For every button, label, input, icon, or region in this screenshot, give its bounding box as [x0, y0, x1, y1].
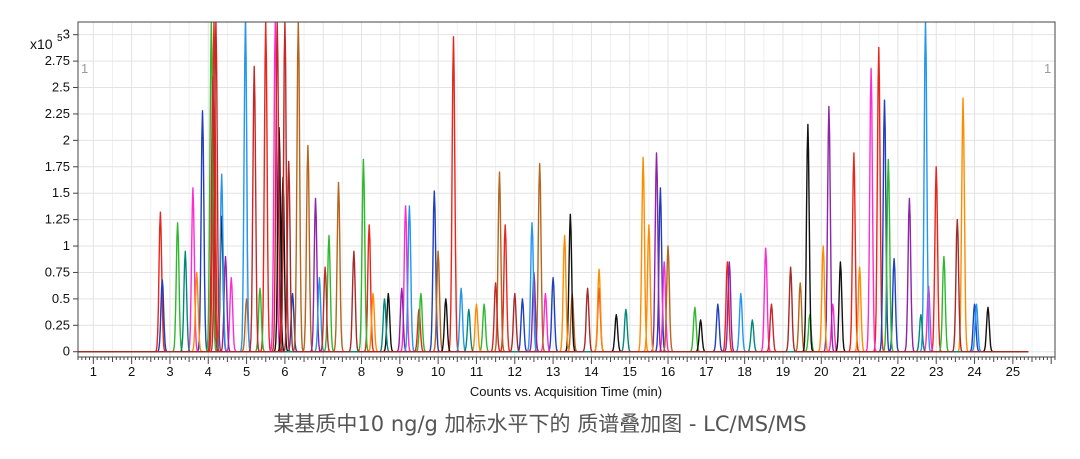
y-tick-label: 1 — [63, 238, 70, 253]
x-tick-label: 16 — [661, 364, 675, 379]
x-tick-label: 11 — [470, 364, 484, 379]
x-tick-label: 13 — [546, 364, 560, 379]
x-tick-label: 1 — [90, 364, 97, 379]
y-scale-label: x10 — [30, 36, 53, 52]
y-tick-label: 3 — [63, 27, 70, 42]
y-tick-label: 0.25 — [45, 317, 70, 332]
y-scale-exponent: 5 — [57, 33, 63, 44]
x-tick-label: 10 — [431, 364, 445, 379]
y-tick-label: 0 — [63, 344, 70, 359]
plot-frame — [77, 21, 1056, 358]
x-tick-label: 2 — [128, 364, 135, 379]
x-tick-label: 7 — [320, 364, 327, 379]
x-tick-label: 4 — [205, 364, 212, 379]
x-tick-label: 12 — [508, 364, 522, 379]
y-tick-label: 1.5 — [52, 185, 70, 200]
y-tick-label: 0.5 — [52, 291, 70, 306]
x-tick-label: 6 — [281, 364, 288, 379]
peak-series — [78, 22, 1029, 353]
y-tick-label: 0.75 — [45, 264, 70, 279]
y-tick-label: 2.5 — [52, 80, 70, 95]
y-tick-label: 2.25 — [45, 106, 70, 121]
x-tick-label: 3 — [166, 364, 173, 379]
x-tick-label: 9 — [396, 364, 403, 379]
y-tick-label: 1.75 — [45, 159, 70, 174]
x-axis-title: Counts vs. Acquisition Time (min) — [470, 384, 662, 399]
y-tick-label: 1.25 — [45, 212, 70, 227]
x-tick-label: 24 — [967, 364, 981, 379]
x-axis: 1 2 3 4 5 6 7 8 9 10 11 12 13 14 15 16 17 18 19 20 21 22 23 24 2… — [77, 357, 1056, 379]
y-tick-label: 2.75 — [45, 53, 70, 68]
x-tick-label: 21 — [852, 364, 866, 379]
y-axis: 0 0.25 0.5 0.75 1 1.25 1.5 1.75 2 2.25 2.5 2.75 3 — [45, 27, 78, 359]
peak-series — [78, 123, 1029, 353]
x-tick-label: 18 — [737, 364, 751, 379]
x-tick-label: 25 — [1006, 364, 1020, 379]
peak-series — [78, 99, 1029, 353]
peak-series — [78, 160, 1029, 353]
x-tick-label: 5 — [243, 364, 250, 379]
x-tick-label: 17 — [699, 364, 713, 379]
corner-mark-right: 1 — [1044, 61, 1051, 76]
x-tick-label: 22 — [891, 364, 905, 379]
y-tick-label: 2 — [63, 132, 70, 147]
x-tick-label: 23 — [929, 364, 943, 379]
chart-caption: 某基质中10 ng/g 加标水平下的 质谱叠加图 - LC/MS/MS — [273, 412, 807, 436]
corner-mark-left: 1 — [81, 61, 88, 76]
x-tick-label: 8 — [358, 364, 365, 379]
peak-series — [78, 22, 1029, 353]
peak-series — [78, 22, 1029, 353]
x-tick-label: 19 — [776, 364, 790, 379]
peak-traces — [78, 22, 1029, 353]
x-tick-label: 20 — [814, 364, 828, 379]
x-tick-label: 15 — [622, 364, 636, 379]
x-tick-label: 14 — [584, 364, 598, 379]
